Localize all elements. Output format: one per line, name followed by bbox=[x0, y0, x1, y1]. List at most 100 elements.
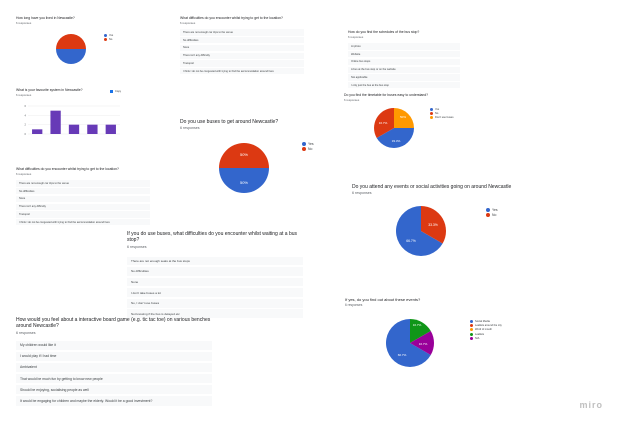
copy-chart-button[interactable]: Copy bbox=[110, 90, 121, 93]
response-count: 6 responses bbox=[16, 330, 36, 335]
question-title: Do you use buses to get around Newcastle… bbox=[180, 119, 279, 125]
legend-events: Yes No bbox=[486, 208, 498, 218]
response-count: 6 responses bbox=[180, 21, 196, 26]
response-row: At photo bbox=[348, 43, 460, 50]
question-title: What difficulties do you encounter whils… bbox=[16, 167, 119, 171]
legend-dot bbox=[430, 112, 433, 116]
response-row: My children would like it bbox=[16, 340, 212, 350]
response-count: 6 responses bbox=[16, 93, 32, 98]
response-row: No difficulties bbox=[127, 267, 303, 276]
legend-item: No bbox=[104, 38, 113, 42]
response-row: I don't take buses a lot bbox=[127, 288, 303, 298]
slice-yes bbox=[394, 108, 414, 128]
response-count: 6 responses bbox=[180, 126, 200, 131]
question-title: Do you attend any events or social activ… bbox=[352, 184, 512, 190]
response-row: A bus at the bus stop or on the website bbox=[348, 66, 460, 73]
legend-frequency[interactable]: Copy bbox=[110, 90, 121, 94]
response-count: 6 responses bbox=[16, 21, 32, 26]
response-count: 6 responses bbox=[127, 244, 147, 249]
response-row: I only just the bus at the bus stop bbox=[348, 82, 460, 89]
legend-item: No bbox=[486, 213, 498, 218]
legend-dot bbox=[430, 108, 433, 111]
card-frequency: What is your favourite system in Newcast… bbox=[16, 88, 126, 97]
y-tick-label: 0 bbox=[25, 132, 27, 136]
legend-dot bbox=[486, 213, 490, 218]
response-row: Should be enjoying, socialising people a… bbox=[16, 385, 212, 395]
response-list: My children would like it I would play i… bbox=[16, 340, 212, 406]
legend-buses: Yes No bbox=[302, 142, 314, 152]
card-schedules: How do you find the schedules of the bus… bbox=[348, 30, 460, 90]
slice-label: 16.7% bbox=[419, 342, 428, 346]
question-title: What difficulties do you encounter whils… bbox=[180, 16, 283, 20]
legend-item: Word of mouth bbox=[470, 328, 502, 332]
slice-social-media bbox=[385, 319, 431, 367]
slice-dont-use bbox=[376, 128, 414, 148]
miro-logo: miro bbox=[579, 400, 603, 410]
slice-no bbox=[56, 49, 86, 64]
slice-label: 33.3% bbox=[392, 139, 401, 143]
response-row: There are not enough car trips to the ve… bbox=[16, 180, 150, 187]
legend-dot bbox=[470, 320, 473, 323]
legend-dot bbox=[470, 324, 473, 328]
response-row: No difficulties bbox=[180, 37, 304, 44]
bar bbox=[68, 124, 80, 134]
question-title: What is your favourite system in Newcast… bbox=[16, 88, 83, 92]
response-row: Website bbox=[348, 51, 460, 58]
card-events: Do you attend any events or social activ… bbox=[352, 184, 532, 195]
slice-label: 16.7% bbox=[379, 121, 388, 125]
slice-no bbox=[219, 168, 269, 193]
legend-dot bbox=[486, 208, 490, 212]
response-row: Online bus stops bbox=[348, 58, 460, 66]
card-difficulties-top: What difficulties do you encounter whils… bbox=[180, 16, 304, 76]
legend-item: Yes bbox=[486, 208, 498, 212]
slice-label: 33.3% bbox=[428, 223, 438, 227]
response-row: None bbox=[180, 44, 304, 52]
slice-no bbox=[374, 108, 394, 138]
response-row: It would be engaging for children and ma… bbox=[16, 396, 212, 406]
slice-label: 66.7% bbox=[406, 239, 416, 243]
slice-yes bbox=[56, 34, 86, 49]
slice-label: 16.7% bbox=[413, 323, 422, 327]
response-row: I think I do not be congested with tryin… bbox=[180, 68, 304, 75]
response-row: Transport bbox=[16, 211, 150, 218]
slice-yes bbox=[219, 143, 269, 168]
pie-chart-live bbox=[56, 34, 86, 64]
legend-dot bbox=[104, 38, 107, 42]
question-title: If you do use buses, what difficulties d… bbox=[127, 231, 298, 244]
legend-item: Leaflets bbox=[470, 332, 502, 336]
card-timetable: Do you find the timetable for buses easy… bbox=[344, 93, 464, 102]
legend-dot bbox=[470, 332, 473, 336]
bar bbox=[87, 124, 98, 134]
legend-item: Yes bbox=[302, 142, 314, 146]
response-row: Ambivalent bbox=[16, 362, 212, 373]
slice-label: 66.7% bbox=[398, 353, 407, 357]
legend-item: No bbox=[430, 112, 454, 116]
legend-dot bbox=[430, 116, 433, 120]
bar bbox=[105, 124, 116, 134]
bar bbox=[32, 129, 43, 134]
legend-item: Social Media bbox=[470, 320, 502, 323]
response-count: 6 responses bbox=[348, 35, 364, 40]
response-row: None bbox=[16, 195, 150, 203]
question-title: How would you feel about a interactive b… bbox=[16, 317, 211, 330]
response-row: That would be much fun by getting to kno… bbox=[16, 374, 212, 384]
response-row: There are not enough seats at the bus st… bbox=[127, 256, 303, 266]
slice-leaflets bbox=[410, 319, 431, 343]
response-count: 6 responses bbox=[344, 98, 360, 103]
slice-yes bbox=[421, 206, 446, 244]
card-live: How long have you lived in Newcastle? 6 … bbox=[16, 16, 126, 25]
legend-item: Yes bbox=[430, 108, 454, 111]
legend-dot bbox=[302, 142, 306, 146]
response-row: I would play if I had time bbox=[16, 351, 212, 361]
legend-dot bbox=[470, 328, 473, 332]
response-row: Not knowing if the bus is delayed etc bbox=[127, 309, 303, 319]
card-buses: Do you use buses to get around Newcastle… bbox=[180, 119, 310, 130]
response-row: No, I don't use buses bbox=[127, 298, 303, 308]
legend-timetable: Yes No Don't use buses bbox=[430, 108, 454, 121]
slice-label: 50% bbox=[240, 152, 248, 157]
response-list: There are not enough car trips to the ve… bbox=[180, 29, 304, 75]
legend-item: Yes bbox=[104, 34, 113, 37]
response-count: 6 responses bbox=[352, 191, 372, 196]
response-count: 6 responses bbox=[345, 303, 363, 307]
pie-chart-events: 33.3% 66.7% bbox=[395, 206, 446, 256]
